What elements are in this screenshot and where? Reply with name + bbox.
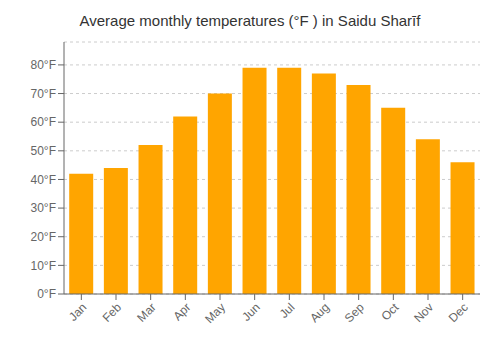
svg-text:60°F: 60°F [31, 115, 56, 129]
svg-text:Aug: Aug [307, 300, 332, 325]
svg-text:0°F: 0°F [37, 287, 56, 301]
svg-text:10°F: 10°F [31, 259, 56, 273]
svg-text:Oct: Oct [378, 300, 402, 324]
svg-text:Nov: Nov [411, 300, 436, 325]
svg-text:Jun: Jun [239, 300, 263, 324]
svg-text:70°F: 70°F [31, 87, 56, 101]
svg-text:Dec: Dec [446, 300, 471, 325]
svg-text:Feb: Feb [100, 300, 125, 325]
svg-text:30°F: 30°F [31, 201, 56, 215]
svg-text:Sep: Sep [342, 300, 367, 325]
svg-text:Apr: Apr [170, 300, 193, 323]
svg-text:Mar: Mar [134, 300, 159, 325]
svg-text:80°F: 80°F [31, 58, 56, 72]
html-text:Average monthly temperatures (: Average monthly temperatures (°F ) in Sa… [79, 12, 421, 29]
svg-text:May: May [202, 300, 228, 326]
svg-text:Jan: Jan [66, 300, 90, 324]
svg-text:40°F: 40°F [31, 173, 56, 187]
svg-text:20°F: 20°F [31, 230, 56, 244]
svg-text:Jul: Jul [277, 300, 298, 321]
svg-text:50°F: 50°F [31, 144, 56, 158]
